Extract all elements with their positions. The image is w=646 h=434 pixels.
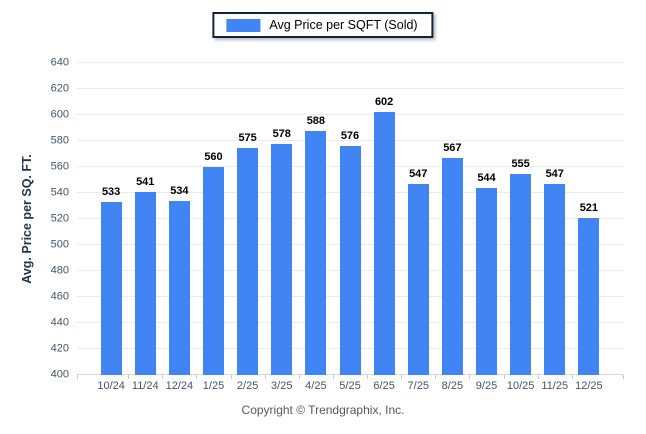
bar-9/25 (476, 187, 497, 375)
y-tick-label: 420 (50, 342, 69, 355)
x-axis-tick (469, 375, 471, 379)
bar-12/25 (578, 217, 600, 375)
bar-10/24 (100, 202, 122, 375)
y-tick-label: 620 (50, 82, 69, 95)
gridline (77, 114, 623, 115)
bar-value-label: 576 (340, 130, 360, 143)
bar-value-label: 575 (238, 131, 257, 144)
x-tick-label: 5/25 (339, 380, 361, 392)
x-tick-label: 8/25 (441, 380, 464, 392)
gridline (77, 140, 623, 141)
bar-7/25 (407, 183, 429, 375)
x-tick-label: 1/25 (202, 380, 225, 392)
legend: Avg Price per SQFT (Sold) (212, 12, 434, 38)
gridline (77, 62, 623, 63)
x-axis-tick (128, 375, 130, 379)
bar-12/24 (168, 200, 190, 375)
x-axis-tick (537, 375, 539, 379)
bar-value-label: 521 (579, 201, 599, 214)
y-tick-label: 400 (50, 368, 69, 381)
bar-value-label: 547 (409, 167, 428, 180)
bar-10/25 (510, 173, 532, 375)
x-tick-label: 9/25 (475, 380, 498, 392)
legend-label: Avg Price per SQFT (Sold) (269, 18, 418, 32)
bar-5/25 (339, 146, 361, 375)
bar-value-label: 533 (101, 186, 121, 199)
x-tick-label: 12/25 (575, 380, 603, 392)
bar-1/25 (203, 167, 224, 375)
bar-value-label: 578 (272, 127, 291, 140)
bar-4/25 (305, 130, 327, 375)
y-tick-label: 600 (50, 108, 69, 121)
y-tick-label: 460 (50, 290, 69, 303)
plot-area: 533 10/24 541 11/24 534 12/24 560 1/25 575 2/25 57… (77, 62, 624, 392)
y-tick-label: 580 (50, 134, 69, 147)
bar-value-label: 547 (545, 167, 564, 180)
bar-value-label: 602 (374, 96, 394, 109)
x-tick-label: 3/25 (271, 380, 293, 392)
bar-value-label: 544 (477, 171, 496, 184)
x-tick-label: 6/25 (373, 380, 395, 392)
x-axis-tick (503, 375, 505, 379)
x-axis-tick (298, 375, 300, 379)
bar-8/25 (441, 157, 463, 375)
bar-value-label: 541 (136, 175, 155, 188)
y-tick-label: 640 (50, 56, 69, 69)
y-tick-label: 560 (50, 160, 69, 173)
bar-6/25 (373, 112, 395, 375)
x-tick-label: 10/25 (506, 380, 535, 392)
x-tick-label: 11/25 (541, 380, 569, 392)
bar-value-label: 555 (511, 157, 530, 170)
x-tick-label: 7/25 (407, 380, 429, 392)
y-tick-label: 500 (50, 238, 69, 251)
x-axis-tick (162, 375, 164, 379)
x-axis-tick (230, 375, 232, 379)
x-axis-tick (401, 375, 403, 379)
gridline (77, 88, 623, 89)
x-tick-label: 2/25 (236, 380, 259, 392)
bar-value-label: 560 (204, 151, 223, 164)
x-axis-tick (571, 375, 573, 379)
x-axis-tick (77, 375, 78, 379)
x-axis-tick (196, 375, 198, 379)
x-tick-label: 4/25 (305, 380, 327, 392)
bar-value-label: 567 (443, 141, 462, 154)
x-axis-tick (367, 375, 369, 379)
copyright-text: Copyright © Trendgraphix, Inc. (241, 403, 405, 417)
bar-11/24 (134, 191, 156, 375)
x-axis-tick (435, 375, 437, 379)
bar-value-label: 534 (170, 184, 189, 197)
x-axis-tick (264, 375, 266, 379)
y-tick-label: 480 (50, 264, 69, 277)
x-axis-tick (623, 375, 624, 379)
y-tick-label: 520 (50, 212, 69, 225)
x-tick-label: 11/24 (131, 380, 159, 392)
legend-swatch (226, 18, 261, 32)
bar-value-label: 588 (306, 114, 326, 127)
x-axis-tick (332, 375, 334, 379)
bar-2/25 (237, 147, 259, 375)
x-tick-label: 10/24 (97, 380, 125, 392)
x-tick-label: 12/24 (165, 380, 194, 392)
y-tick-label: 540 (50, 186, 69, 199)
y-tick-label: 440 (50, 316, 69, 329)
y-axis-labels: 400 420 440 460 480 500 520 540 560 580 600 620 640 (0, 57, 77, 380)
bar-3/25 (271, 143, 293, 375)
bar-11/25 (544, 183, 566, 375)
